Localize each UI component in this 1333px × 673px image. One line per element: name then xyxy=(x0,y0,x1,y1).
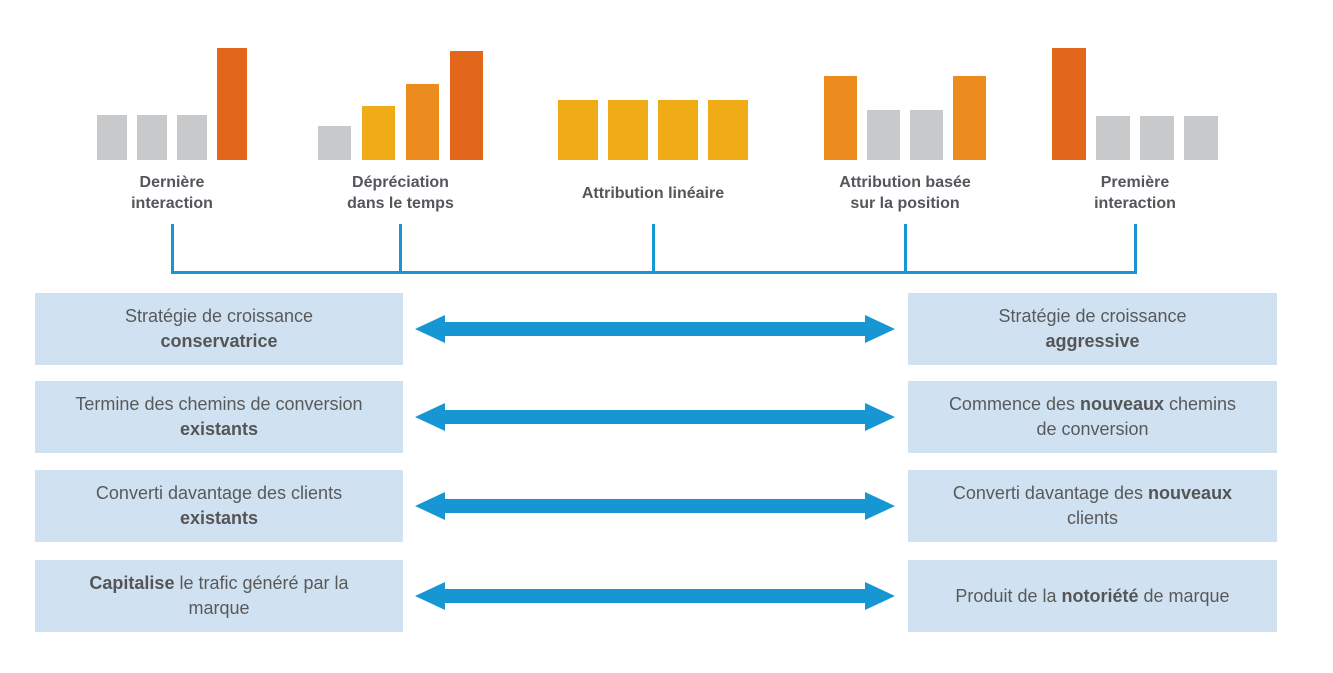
model-label-line: sur la position xyxy=(850,195,960,212)
bar-first-interaction-2 xyxy=(1096,116,1130,160)
model-label-line: Dernière xyxy=(139,174,205,191)
double-arrow-icon-1 xyxy=(415,314,895,344)
plain-text: Commence des xyxy=(948,394,1080,414)
model-label-first-interaction: Première interaction xyxy=(1015,170,1255,216)
bar-linear-attribution-3 xyxy=(658,100,698,160)
plain-text: chemins xyxy=(1164,394,1237,414)
bar-first-interaction-4 xyxy=(1184,116,1218,160)
plain-text: Converti davantage des clients xyxy=(95,483,343,503)
bar-position-based-3 xyxy=(910,110,943,160)
model-label-line: interaction xyxy=(1094,195,1176,212)
bracket-tick-2 xyxy=(399,224,402,274)
bar-time-decay-1 xyxy=(318,126,351,160)
text-line: marque xyxy=(188,596,249,621)
plain-text: Termine des chemins de conversion xyxy=(75,394,363,414)
model-label-line: Attribution linéaire xyxy=(581,184,725,202)
plain-text: Stratégie de croissance xyxy=(998,306,1187,326)
emphasized-text: Capitalise xyxy=(89,573,175,593)
model-label-line: Dépréciation xyxy=(352,174,449,191)
plain-text: marque xyxy=(188,598,250,618)
text-line: conservatrice xyxy=(160,329,277,354)
emphasized-text: conservatrice xyxy=(160,331,278,351)
bracket-tick-4 xyxy=(903,224,907,274)
plain-text: clients xyxy=(1066,508,1119,528)
plain-text: Produit de la xyxy=(955,585,1062,606)
comparison-left-box-3: Converti davantage des clients existants xyxy=(35,470,403,542)
double-arrow-icon-3 xyxy=(415,491,895,521)
bar-last-interaction-1 xyxy=(97,115,127,160)
emphasized-text: nouveaux xyxy=(1148,483,1233,503)
model-label-line: Première xyxy=(1100,174,1170,191)
text-line: existants xyxy=(180,417,258,442)
bracket-horizontal-line xyxy=(170,271,1137,274)
text-line: Converti davantage des clients xyxy=(96,481,342,506)
text-line: Stratégie de croissance xyxy=(998,304,1186,329)
bar-first-interaction-1 xyxy=(1052,48,1086,160)
bar-last-interaction-3 xyxy=(177,115,207,160)
emphasized-text: aggressive xyxy=(1045,331,1140,351)
text-line: existants xyxy=(180,506,258,531)
comparison-left-box-2: Termine des chemins de conversion existan… xyxy=(35,381,403,453)
bar-position-based-4 xyxy=(953,76,986,160)
plain-text: le trafic généré par la xyxy=(174,573,349,593)
bar-linear-attribution-2 xyxy=(608,100,648,160)
plain-text: Converti davantage des xyxy=(952,483,1149,503)
double-arrow-icon-2 xyxy=(415,402,895,432)
model-label-time-decay: Dépréciation dans le temps xyxy=(281,170,521,216)
model-label-linear-attribution: Attribution linéaire xyxy=(533,170,773,216)
bar-time-decay-4 xyxy=(450,51,483,160)
bar-last-interaction-2 xyxy=(137,115,167,160)
model-label-last-interaction: Dernière interaction xyxy=(52,170,292,216)
text-line: Capitalise le trafic généré par la xyxy=(89,571,348,596)
bar-last-interaction-4 xyxy=(217,48,247,160)
comparison-right-box-3: Converti davantage des nouveaux clients xyxy=(908,470,1277,542)
plain-text: de conversion xyxy=(1036,419,1149,439)
text-line: Termine des chemins de conversion xyxy=(75,392,362,417)
emphasized-text: existants xyxy=(179,508,259,528)
comparison-left-box-4: Capitalise le trafic généré par la marque xyxy=(35,560,403,632)
bar-time-decay-3 xyxy=(406,84,439,160)
model-label-line: Attribution basée xyxy=(839,174,971,191)
model-label-position-based: Attribution basée sur la position xyxy=(785,170,1025,216)
comparison-right-box-2: Commence des nouveaux chemins de conversi… xyxy=(908,381,1277,453)
emphasized-text: notoriété xyxy=(1061,585,1139,606)
double-arrow-icon-4 xyxy=(415,581,895,611)
text-line: de conversion xyxy=(1036,417,1148,442)
model-label-line: dans le temps xyxy=(347,195,454,212)
comparison-right-box-4: Produit de la notoriété de marque xyxy=(908,560,1277,632)
text-line: Produit de la notoriété de marque xyxy=(955,584,1229,609)
bar-first-interaction-3 xyxy=(1140,116,1174,160)
bracket-tick-3 xyxy=(651,224,655,274)
bar-linear-attribution-1 xyxy=(558,100,598,160)
emphasized-text: existants xyxy=(179,419,259,439)
emphasized-text: nouveaux xyxy=(1080,394,1165,414)
comparison-left-box-1: Stratégie de croissance conservatrice xyxy=(35,293,403,365)
plain-text: Stratégie de croissance xyxy=(124,306,314,326)
bracket-tick-1 xyxy=(170,224,174,274)
comparison-right-box-1: Stratégie de croissance aggressive xyxy=(908,293,1277,365)
bar-position-based-1 xyxy=(824,76,857,160)
bracket-tick-5 xyxy=(1133,224,1137,274)
bar-time-decay-2 xyxy=(362,106,395,160)
text-line: Converti davantage des nouveaux xyxy=(953,481,1232,506)
bar-position-based-2 xyxy=(867,110,900,160)
model-label-line: interaction xyxy=(131,195,213,212)
plain-text: de marque xyxy=(1138,585,1230,606)
text-line: clients xyxy=(1067,506,1118,531)
text-line: Commence des nouveaux chemins xyxy=(949,392,1236,417)
text-line: Stratégie de croissance xyxy=(125,304,313,329)
text-line: aggressive xyxy=(1045,329,1139,354)
bar-linear-attribution-4 xyxy=(708,100,748,160)
